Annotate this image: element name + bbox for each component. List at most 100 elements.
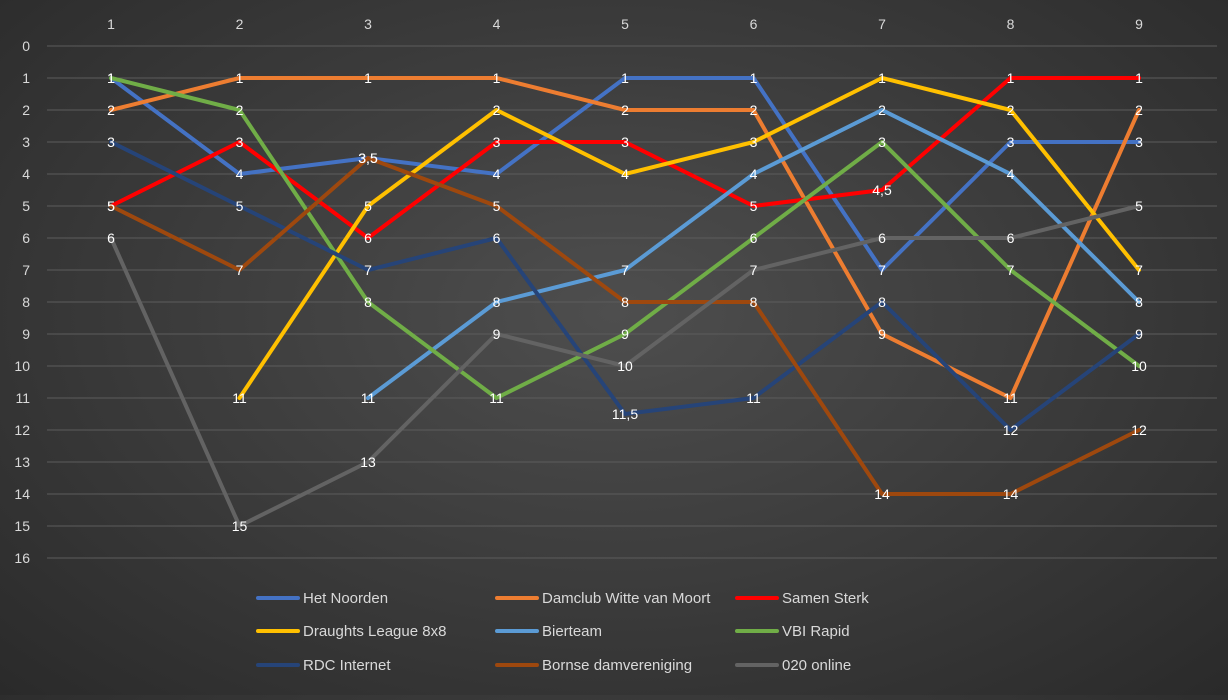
data-label: 2 [621, 102, 629, 118]
data-label: 6 [878, 230, 886, 246]
x-tick-label: 4 [493, 16, 501, 32]
data-label: 2 [1007, 102, 1015, 118]
series-line-5 [366, 108, 1141, 400]
data-label: 1 [1135, 70, 1143, 86]
series-line-2 [109, 76, 1141, 400]
data-label: 8 [621, 294, 629, 310]
data-label: 8 [1135, 294, 1143, 310]
y-tick-label: 8 [22, 294, 30, 310]
y-tick-label: 4 [22, 166, 30, 182]
data-label: 6 [750, 230, 758, 246]
data-label: 1 [750, 70, 758, 86]
data-label: 1 [107, 70, 115, 86]
data-label: 5 [750, 198, 758, 214]
data-label: 2 [750, 102, 758, 118]
x-tick-label: 1 [107, 16, 115, 32]
y-tick-label: 15 [14, 518, 30, 534]
data-label: 3,5 [358, 150, 378, 166]
y-tick-label: 16 [14, 550, 30, 566]
data-label: 1 [878, 70, 886, 86]
data-label: 1 [621, 70, 629, 86]
data-label: 1 [493, 70, 501, 86]
data-label: 3 [621, 134, 629, 150]
data-label: 4 [236, 166, 244, 182]
x-tick-label: 9 [1135, 16, 1143, 32]
y-tick-label: 12 [14, 422, 30, 438]
data-label: 11 [746, 390, 761, 406]
x-axis: 1 2 3 4 5 6 7 8 9 [107, 16, 1143, 32]
data-label: 9 [621, 326, 629, 342]
data-label: 11 [1003, 390, 1018, 406]
data-label: 3 [107, 134, 115, 150]
data-label: 8 [750, 294, 758, 310]
data-label: 11,5 [612, 406, 638, 422]
data-label: 7 [236, 262, 244, 278]
data-label: 2 [107, 102, 115, 118]
y-tick-label: 2 [22, 102, 30, 118]
data-label: 3 [236, 134, 244, 150]
data-label: 7 [878, 262, 886, 278]
data-label: 8 [364, 294, 372, 310]
y-tick-label: 0 [22, 38, 30, 54]
legend-item: Bierteam [495, 623, 602, 640]
x-tick-label: 8 [1007, 16, 1015, 32]
data-label: 9 [1135, 326, 1143, 342]
data-label: 4 [493, 166, 501, 182]
legend-item: Bornse damvereniging [495, 657, 692, 674]
legend-item: Het Noorden [256, 590, 388, 607]
legend-item: Damclub Witte van Moort [495, 590, 711, 607]
series-line-6 [109, 76, 1141, 400]
data-label: 14 [874, 486, 890, 502]
legend-label: Draughts League 8x8 [303, 623, 446, 640]
data-label: 11 [232, 390, 247, 406]
legend-item: Draughts League 8x8 [256, 623, 446, 640]
data-label: 2 [493, 102, 501, 118]
data-label: 7 [750, 262, 758, 278]
data-label: 5 [364, 198, 372, 214]
y-tick-label: 3 [22, 134, 30, 150]
data-label: 1 [236, 70, 244, 86]
legend-label: VBI Rapid [782, 623, 850, 640]
legend-label: Bierteam [542, 623, 602, 640]
data-label: 4 [750, 166, 758, 182]
series-line-1 [109, 76, 1141, 272]
x-tick-label: 2 [236, 16, 244, 32]
y-tick-label: 13 [14, 454, 30, 470]
data-label: 3 [878, 134, 886, 150]
data-label: 12 [1003, 422, 1019, 438]
legend-label: Samen Sterk [782, 590, 869, 607]
data-label: 6 [107, 230, 115, 246]
data-label: 6 [1007, 230, 1015, 246]
data-label: 9 [493, 326, 501, 342]
data-label: 1 [1007, 70, 1015, 86]
data-label: 4 [1007, 166, 1015, 182]
data-label: 5 [1135, 198, 1143, 214]
y-tick-label: 9 [22, 326, 30, 342]
legend: Het Noorden Damclub Witte van Moort Samen … [256, 590, 869, 674]
data-label: 3 [493, 134, 501, 150]
y-tick-label: 10 [14, 358, 30, 374]
legend-item: 020 online [735, 657, 851, 674]
legend-item: Samen Sterk [735, 590, 869, 607]
legend-label: RDC Internet [303, 657, 391, 674]
legend-item: VBI Rapid [735, 623, 850, 640]
y-tick-label: 11 [15, 390, 30, 406]
data-label: 10 [617, 358, 633, 374]
y-tick-label: 6 [22, 230, 30, 246]
data-label: 14 [1003, 486, 1019, 502]
data-label: 2 [1135, 102, 1143, 118]
y-tick-label: 5 [22, 198, 30, 214]
data-label: 10 [1131, 358, 1147, 374]
data-label: 8 [878, 294, 886, 310]
series-line-8 [109, 156, 1141, 496]
data-label: 4 [621, 166, 629, 182]
legend-label: Bornse damvereniging [542, 657, 692, 674]
series-line-4 [237, 76, 1141, 400]
data-label: 11 [361, 390, 376, 406]
data-label: 6 [493, 230, 501, 246]
data-label: 1 [364, 70, 372, 86]
